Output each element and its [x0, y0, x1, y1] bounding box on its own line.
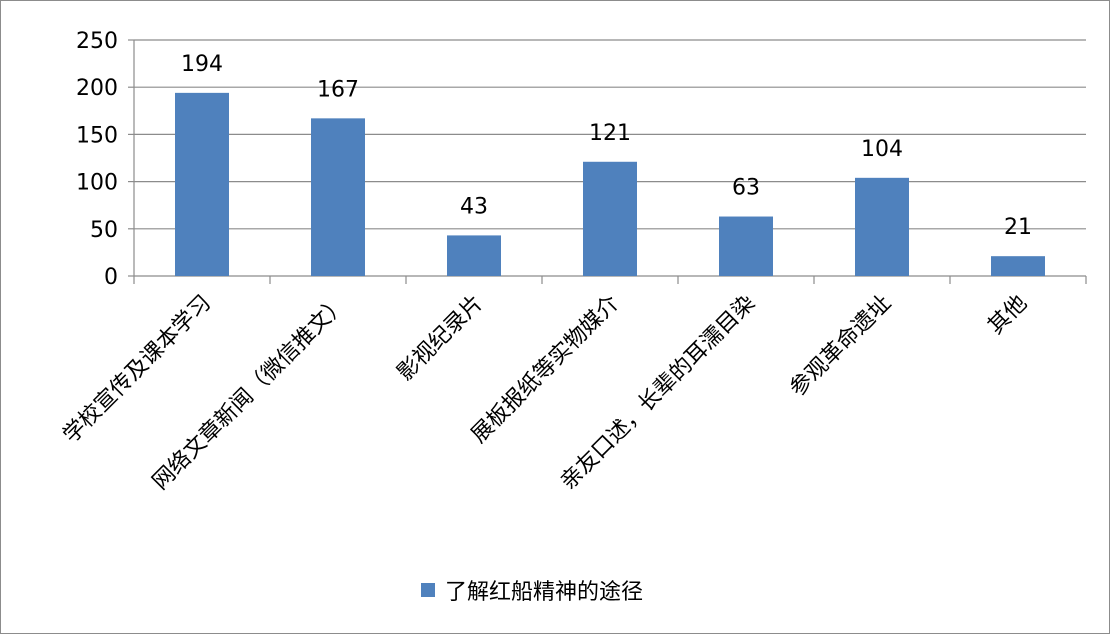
bar — [991, 256, 1045, 276]
y-tick-label: 50 — [90, 218, 118, 243]
data-label: 21 — [1004, 215, 1032, 240]
y-tick-label: 0 — [104, 265, 118, 290]
y-tick-label: 200 — [76, 76, 118, 101]
data-label: 121 — [589, 121, 631, 146]
bar — [583, 161, 637, 276]
data-label: 43 — [460, 194, 488, 219]
legend-swatch — [421, 583, 435, 597]
legend-label: 了解红船精神的途径 — [445, 580, 643, 605]
category-label: 学校宣传及课本学习 — [59, 291, 217, 449]
category-label: 其他 — [983, 291, 1032, 340]
data-labels: 194 167 43 121 63 104 21 — [181, 52, 1032, 240]
bar — [447, 235, 501, 276]
data-label: 167 — [317, 77, 359, 102]
y-tick-labels: 0 50 100 150 200 250 — [76, 29, 118, 290]
category-label: 展板报纸等实物媒介 — [467, 291, 625, 449]
y-tick-label: 100 — [76, 171, 118, 196]
bar — [175, 92, 229, 276]
y-tick-label: 150 — [76, 123, 118, 148]
gridlines — [134, 39, 1086, 230]
bar — [855, 177, 909, 276]
bars — [175, 92, 1045, 277]
data-label: 63 — [732, 176, 760, 201]
data-label: 194 — [181, 52, 223, 77]
data-label: 104 — [861, 137, 903, 162]
category-label: 影视纪录片 — [393, 291, 488, 386]
category-label: 参观革命遗址 — [785, 291, 896, 402]
bar — [311, 118, 365, 277]
legend: 了解红船精神的途径 — [421, 580, 643, 605]
y-tick-label: 250 — [76, 29, 118, 54]
bar — [719, 216, 773, 276]
